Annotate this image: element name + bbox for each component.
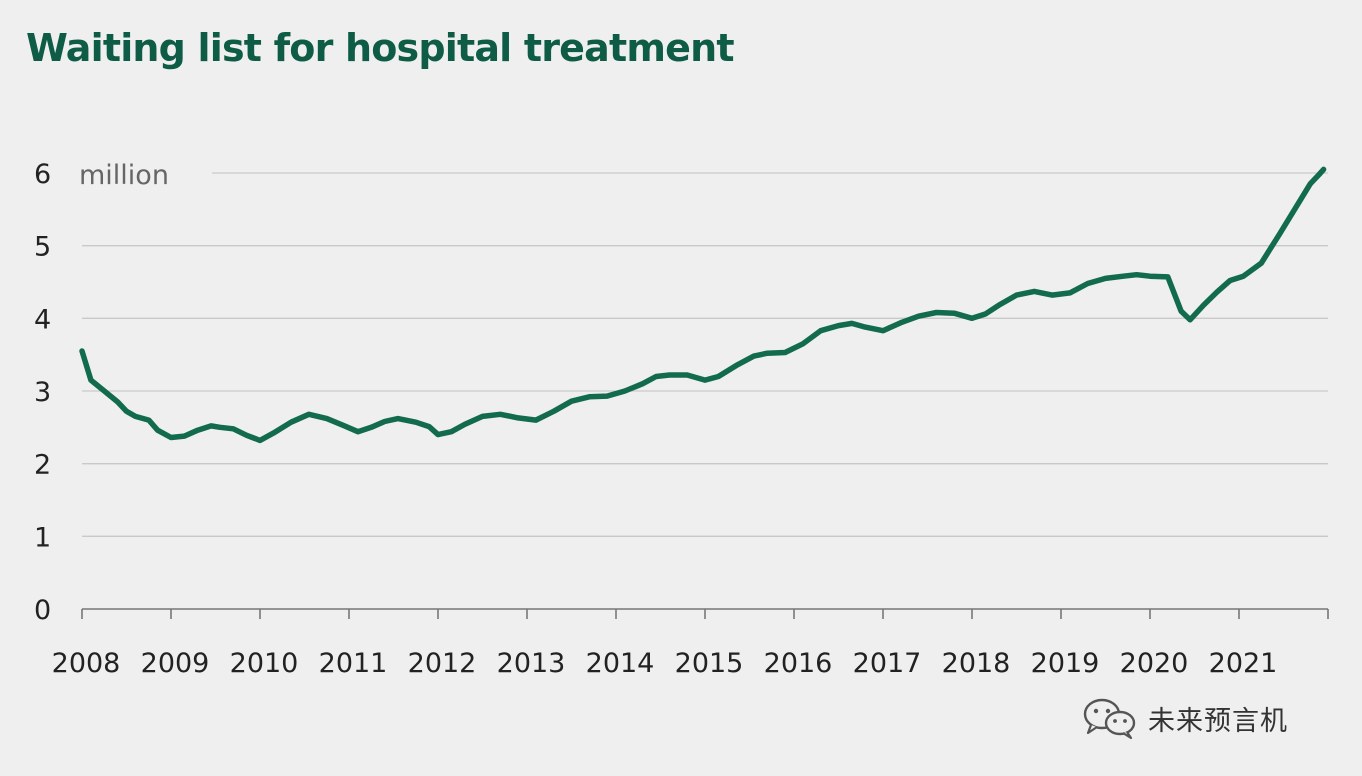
x-tick-label: 2015 bbox=[675, 648, 744, 679]
x-tick-label: 2013 bbox=[497, 648, 566, 679]
y-axis-unit-label: million bbox=[79, 160, 169, 191]
x-axis-labels: 2008 2009 2010 2011 2012 2013 2014 2015 2016 2017… bbox=[52, 648, 1278, 679]
watermark: 未来预言机 bbox=[1082, 696, 1288, 740]
series-layer bbox=[79, 166, 1327, 444]
x-tick-label: 2017 bbox=[853, 648, 922, 679]
watermark-text: 未来预言机 bbox=[1148, 705, 1288, 737]
y-tick-label: 2 bbox=[34, 450, 51, 481]
y-tick-label: 4 bbox=[34, 304, 51, 335]
x-tick-label: 2008 bbox=[52, 648, 121, 679]
x-tick-label: 2009 bbox=[141, 648, 210, 679]
x-tick-label: 2020 bbox=[1120, 648, 1189, 679]
x-tick-label: 2019 bbox=[1031, 648, 1100, 679]
y-tick-label: 5 bbox=[34, 232, 51, 263]
x-tick-label: 2018 bbox=[942, 648, 1011, 679]
gridlines bbox=[82, 172, 1328, 537]
chart-title: Waiting list for hospital treatment bbox=[26, 26, 735, 70]
y-tick-label: 1 bbox=[34, 522, 51, 553]
x-axis bbox=[81, 608, 1329, 619]
x-tick-label: 2010 bbox=[230, 648, 299, 679]
y-axis-labels: 0 1 2 3 4 5 6 bbox=[34, 159, 51, 626]
x-tick-label: 2014 bbox=[586, 648, 655, 679]
series-line-0 bbox=[79, 166, 1327, 444]
y-tick-label: 3 bbox=[34, 377, 51, 408]
y-tick-label: 6 bbox=[34, 159, 51, 190]
wechat-icon bbox=[1083, 698, 1136, 740]
x-tick-label: 2012 bbox=[408, 648, 477, 679]
x-tick-label: 2016 bbox=[764, 648, 833, 679]
y-tick-label: 0 bbox=[34, 595, 51, 626]
x-tick-label: 2021 bbox=[1209, 648, 1278, 679]
x-tick-label: 2011 bbox=[319, 648, 388, 679]
